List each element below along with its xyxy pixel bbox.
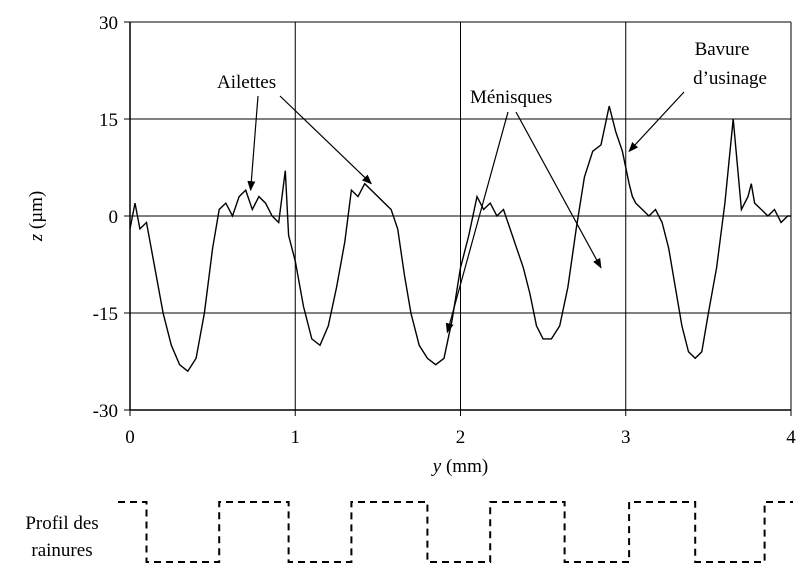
- groove-profile-label-line-1: Profil des: [25, 513, 98, 534]
- y-tick-label: -30: [93, 401, 118, 422]
- annotation-bavure-line-1: Bavure: [695, 39, 750, 60]
- axis-labels: y (mm) z (µm): [26, 191, 488, 477]
- annotation-arrow: [628, 91, 685, 153]
- y-tick-label: 30: [99, 13, 118, 34]
- annotation-menisques: Ménisques: [470, 87, 552, 108]
- y-tick-label: -15: [93, 304, 118, 325]
- annotation-arrow: [279, 95, 372, 185]
- annotation-ailettes: Ailettes: [217, 72, 276, 93]
- annotation-arrow: [247, 95, 259, 192]
- y-tick-label: 0: [109, 207, 119, 228]
- x-axis-unit: (mm): [441, 456, 488, 477]
- x-tick-label: 3: [621, 427, 631, 448]
- y-axis-var: z: [26, 233, 47, 242]
- annotation-arrow: [445, 111, 509, 334]
- axes: [124, 21, 792, 416]
- x-axis-label: y (mm): [431, 456, 488, 477]
- x-tick-label: 1: [291, 427, 301, 448]
- y-axis-unit: (µm): [26, 191, 47, 234]
- annotation-arrow: [515, 111, 602, 269]
- y-tick-label: 15: [99, 110, 118, 131]
- annotation-bavure-line-2: d’usinage: [693, 68, 767, 89]
- series-line: [129, 105, 791, 373]
- y-axis-label: z (µm): [26, 191, 47, 243]
- groove-profile: Profil des rainures: [25, 501, 793, 563]
- x-axis-var: y: [431, 456, 442, 477]
- annotation-arrows: [247, 91, 685, 334]
- groove-profile-label-line-2: rainures: [31, 540, 92, 561]
- x-tick-label: 0: [125, 427, 135, 448]
- groove-profile-line: [118, 501, 793, 563]
- annotations: Ailettes Ménisques Bavure d’usinage: [217, 39, 767, 108]
- x-tick-label: 4: [786, 427, 796, 448]
- x-tick-label: 2: [456, 427, 466, 448]
- tick-labels: 30 15 0 -15 -30 0 1 2 3 4: [93, 13, 797, 448]
